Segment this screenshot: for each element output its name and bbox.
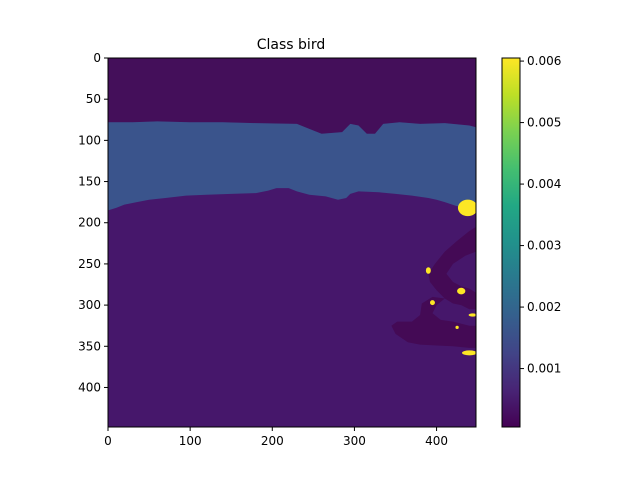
heatmap-region-mid-band: [108, 121, 476, 211]
x-tick-label: 100: [179, 434, 202, 448]
hot-spot-dot: [455, 325, 459, 329]
y-tick-label: 200: [78, 216, 101, 230]
heatmap-region-top-band: [108, 58, 476, 134]
y-tick-label: 350: [78, 339, 101, 353]
x-axis-ticks: 0 100 200 300 400: [104, 427, 448, 448]
hot-spot-tip: [430, 300, 435, 306]
heatmap-region-dark-tendril-lower: [391, 296, 476, 348]
colorbar-tick-label: 0.004: [527, 177, 561, 191]
colorbar-tick-label: 0.001: [527, 362, 561, 376]
colorbar-tick-label: 0.002: [527, 300, 561, 314]
hot-spot-mid-tendril: [457, 287, 466, 295]
y-tick-label: 300: [78, 298, 101, 312]
y-tick-label: 0: [93, 51, 101, 65]
colorbar-tick-label: 0.006: [527, 54, 561, 68]
axes-frame: [107, 57, 477, 428]
colorbar-ticks: 0.001 0.002 0.003 0.004 0.005 0.006: [520, 54, 561, 376]
hot-spot-left-tendril: [425, 267, 431, 274]
colorbar-tick-label: 0.005: [527, 116, 561, 130]
y-tick-label: 150: [78, 175, 101, 189]
x-tick-label: 200: [261, 434, 284, 448]
x-tick-label: 0: [104, 434, 112, 448]
y-tick-label: 100: [78, 133, 101, 147]
hot-spot-edge-small: [468, 313, 476, 317]
x-tick-label: 400: [425, 434, 448, 448]
hot-spot-right-edge: [457, 199, 476, 217]
x-tick-label: 300: [343, 434, 366, 448]
chart-title: Class bird: [257, 37, 325, 53]
y-axis-ticks: 0 50 100 150 200 250 300 350 400: [78, 51, 108, 394]
heatmap-region-dark-tendril-upper: [428, 226, 476, 310]
colorbar: [501, 57, 521, 428]
y-tick-label: 50: [86, 92, 101, 106]
colorbar-tick-label: 0.003: [527, 239, 561, 253]
y-tick-label: 400: [78, 380, 101, 394]
heatmap-image: [108, 58, 476, 427]
heatmap-hot-spots: [425, 199, 476, 356]
y-tick-label: 250: [78, 257, 101, 271]
hot-spot-bottom: [462, 350, 476, 356]
